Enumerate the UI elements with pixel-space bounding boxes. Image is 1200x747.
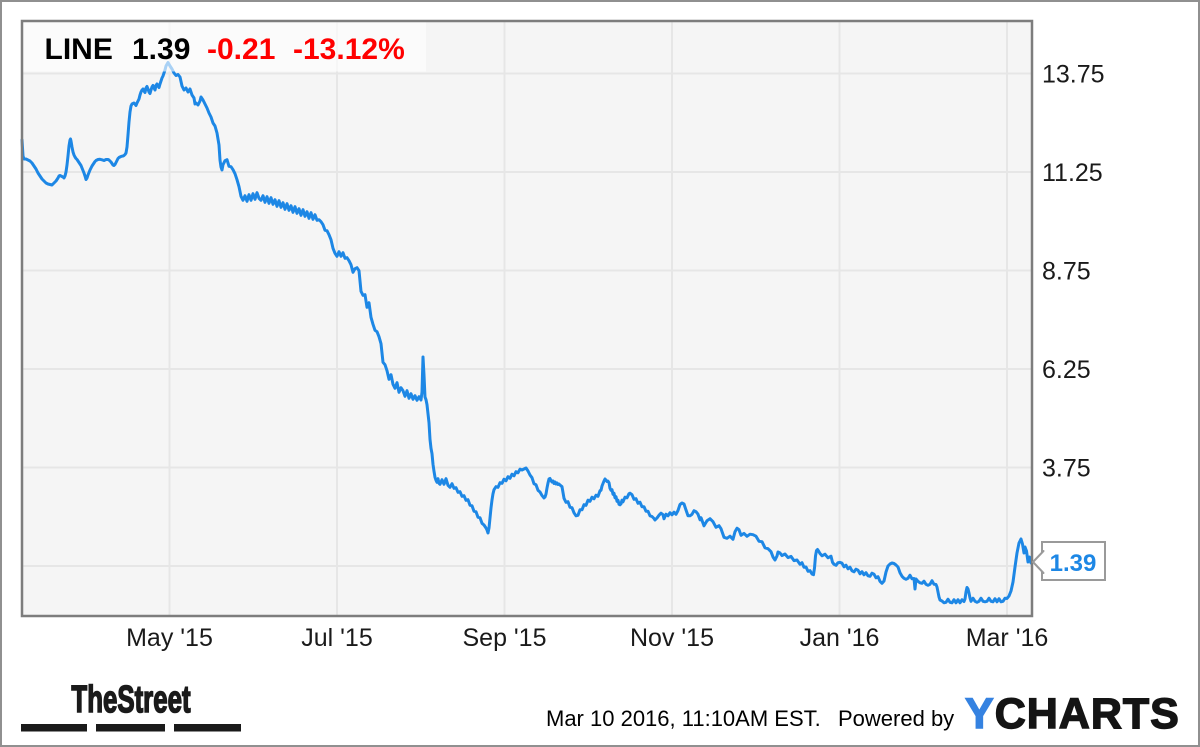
svg-text:8.75: 8.75	[1042, 258, 1091, 286]
svg-text:YCHARTS: YCHARTS	[965, 690, 1180, 738]
svg-text:1.39: 1.39	[132, 33, 190, 66]
svg-text:TheStreet: TheStreet	[71, 678, 190, 720]
svg-text:Mar '16: Mar '16	[966, 624, 1049, 652]
svg-text:Sep '15: Sep '15	[462, 624, 546, 652]
svg-text:6.25: 6.25	[1042, 356, 1091, 384]
svg-text:Jul '15: Jul '15	[301, 624, 372, 652]
svg-text:May '15: May '15	[126, 624, 213, 652]
svg-text:-0.21: -0.21	[207, 33, 275, 66]
svg-text:Nov '15: Nov '15	[630, 624, 714, 652]
svg-text:13.75: 13.75	[1042, 61, 1105, 89]
svg-text:3.75: 3.75	[1042, 455, 1091, 483]
svg-text:-13.12%: -13.12%	[293, 33, 405, 66]
svg-text:11.25: 11.25	[1042, 159, 1103, 187]
svg-text:LINE: LINE	[45, 33, 113, 66]
svg-text:Powered by: Powered by	[838, 706, 954, 731]
svg-text:1.39: 1.39	[1050, 550, 1097, 577]
svg-text:Mar 10 2016, 11:10AM EST.: Mar 10 2016, 11:10AM EST.	[546, 706, 821, 731]
svg-text:Jan '16: Jan '16	[800, 624, 880, 652]
